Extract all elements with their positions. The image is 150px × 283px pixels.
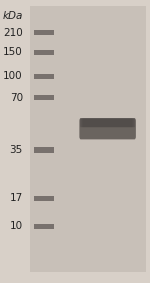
FancyBboxPatch shape [34,147,54,153]
FancyBboxPatch shape [34,224,54,229]
Text: kDa: kDa [3,11,23,21]
FancyBboxPatch shape [30,6,146,272]
FancyBboxPatch shape [34,196,54,201]
FancyBboxPatch shape [81,118,134,127]
FancyBboxPatch shape [34,74,54,79]
Text: 17: 17 [10,193,23,203]
Text: 10: 10 [10,221,23,231]
Text: 100: 100 [3,71,23,82]
Text: 70: 70 [10,93,23,103]
Text: 150: 150 [3,47,23,57]
FancyBboxPatch shape [79,118,136,140]
Text: 35: 35 [10,145,23,155]
FancyBboxPatch shape [34,95,54,100]
FancyBboxPatch shape [34,50,54,55]
FancyBboxPatch shape [34,30,54,35]
FancyBboxPatch shape [83,118,132,127]
Text: 210: 210 [3,27,23,38]
FancyBboxPatch shape [80,118,135,127]
